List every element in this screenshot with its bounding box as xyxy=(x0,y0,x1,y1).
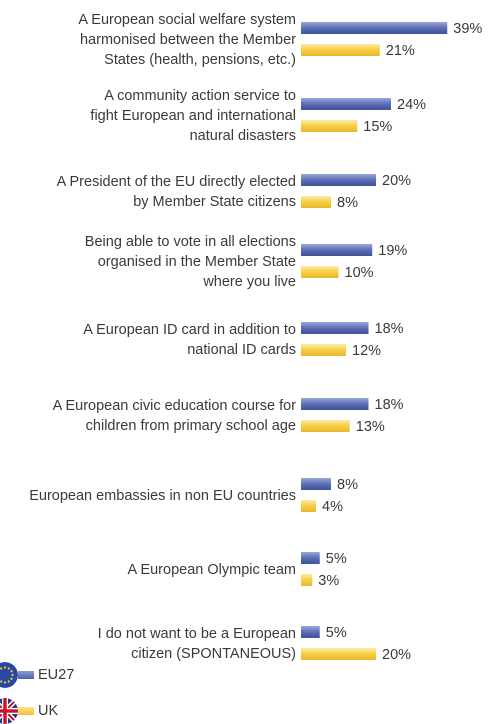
bar-uk xyxy=(301,648,376,660)
value-label-uk: 12% xyxy=(352,343,381,359)
legend-swatch-uk xyxy=(18,707,34,715)
category-label: organised in the Member State xyxy=(98,254,296,270)
eu-flag-icon xyxy=(0,662,18,688)
bar-eu27 xyxy=(301,552,320,564)
uk-flag-icon xyxy=(0,698,18,724)
category-label: A European Olympic team xyxy=(128,562,296,578)
value-label-eu27: 19% xyxy=(378,243,407,259)
value-label-uk: 15% xyxy=(363,119,392,135)
category-label: national ID cards xyxy=(187,342,296,358)
value-label-uk: 8% xyxy=(337,195,358,211)
category-label: harmonised between the Member xyxy=(80,32,296,48)
value-label-eu27: 8% xyxy=(337,477,358,493)
legend-swatch-eu27 xyxy=(18,671,34,679)
bar-uk xyxy=(301,344,346,356)
category-label: by Member State citizens xyxy=(133,194,296,210)
category-label: citizen (SPONTANEOUS) xyxy=(131,646,296,662)
value-label-eu27: 18% xyxy=(375,397,404,413)
category-label: A President of the EU directly elected xyxy=(57,174,296,190)
value-label-eu27: 5% xyxy=(326,625,347,641)
category-label: European embassies in non EU countries xyxy=(29,488,296,504)
bar-eu27 xyxy=(301,322,369,334)
bar-uk xyxy=(301,44,380,56)
bar-eu27 xyxy=(301,626,320,638)
legend-item-eu27: EU27 xyxy=(0,662,74,688)
value-label-eu27: 20% xyxy=(382,173,411,189)
value-label-eu27: 5% xyxy=(326,551,347,567)
bar-eu27 xyxy=(301,22,448,34)
category-label: A European ID card in addition to xyxy=(83,322,296,338)
value-label-uk: 10% xyxy=(345,265,374,281)
category-label: Being able to vote in all elections xyxy=(85,234,296,250)
category-label: I do not want to be a European xyxy=(98,626,296,642)
category-label: States (health, pensions, etc.) xyxy=(104,52,296,68)
value-label-uk: 13% xyxy=(356,419,385,435)
value-label-eu27: 24% xyxy=(397,97,426,113)
value-label-uk: 4% xyxy=(322,499,343,515)
legend-label-eu27: EU27 xyxy=(38,667,75,683)
bar-eu27 xyxy=(301,244,373,256)
bar-uk xyxy=(301,120,358,132)
category-label: where you live xyxy=(202,274,296,290)
category-label: natural disasters xyxy=(190,128,296,144)
bar-uk xyxy=(301,500,316,512)
legend-item-uk: UK xyxy=(0,698,58,724)
bar-uk xyxy=(301,196,331,208)
value-label-eu27: 39% xyxy=(453,21,482,37)
category-label: A community action service to xyxy=(104,88,296,104)
category-label: fight European and international xyxy=(90,108,296,124)
bar-uk xyxy=(301,574,313,586)
category-label: A European social welfare system xyxy=(78,12,296,28)
bar-uk xyxy=(301,266,339,278)
bar-uk xyxy=(301,420,350,432)
bar-eu27 xyxy=(301,398,369,410)
value-label-uk: 20% xyxy=(382,647,411,663)
category-label: children from primary school age xyxy=(86,418,296,434)
value-label-eu27: 18% xyxy=(375,321,404,337)
bar-eu27 xyxy=(301,478,331,490)
bar-eu27 xyxy=(301,174,376,186)
value-label-uk: 3% xyxy=(318,573,339,589)
bar-eu27 xyxy=(301,98,391,110)
legend-label-uk: UK xyxy=(38,703,59,719)
category-label: A European civic education course for xyxy=(53,398,297,414)
value-label-uk: 21% xyxy=(386,43,415,59)
